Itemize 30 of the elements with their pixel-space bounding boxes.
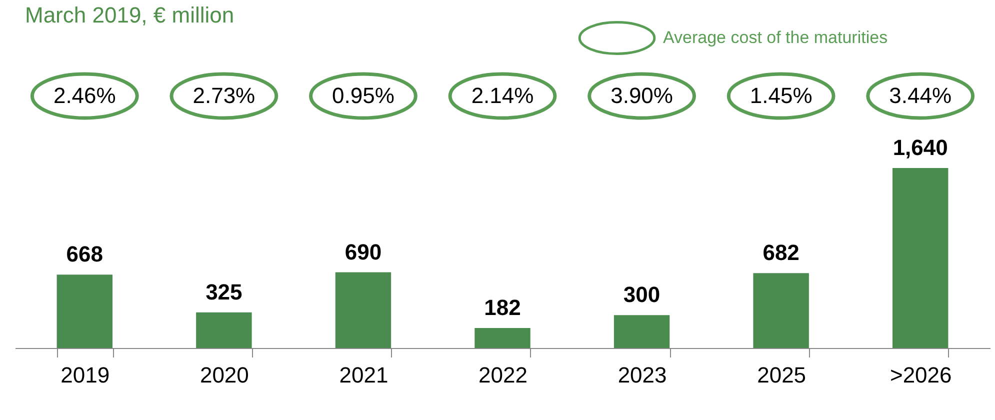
chart-title: March 2019, € million <box>25 2 234 28</box>
bar <box>753 273 809 348</box>
x-tick-label: >2026 <box>890 362 952 388</box>
x-tick-label: 2021 <box>339 362 388 388</box>
data-label: 300 <box>623 282 660 308</box>
text: 2.73% <box>192 83 256 108</box>
bar <box>56 274 112 348</box>
x-tick-label: 2022 <box>478 362 528 388</box>
bar <box>335 272 392 348</box>
data-label: 182 <box>484 295 521 320</box>
data-label: 668 <box>66 242 103 267</box>
x-tick-label: 2025 <box>757 362 806 388</box>
data-label: 690 <box>344 239 382 264</box>
bar <box>474 328 530 348</box>
text: 1.45% <box>750 83 812 108</box>
data-label: 682 <box>762 240 800 266</box>
text: 2.14% <box>471 83 534 108</box>
data-label: 325 <box>206 279 242 304</box>
text: 3.44% <box>889 83 952 108</box>
text: Average cost of the maturities <box>663 28 888 47</box>
x-tick-label: 2023 <box>618 362 667 388</box>
bar <box>196 312 252 348</box>
data-label: 1,640 <box>892 135 948 160</box>
bar <box>614 315 670 348</box>
x-tick-label: 2019 <box>60 362 110 388</box>
text: 0.95% <box>332 83 394 108</box>
text: 2.46% <box>53 83 116 108</box>
text: 3.90% <box>610 83 673 108</box>
x-tick-label: 2020 <box>200 362 249 388</box>
bar <box>892 168 948 348</box>
